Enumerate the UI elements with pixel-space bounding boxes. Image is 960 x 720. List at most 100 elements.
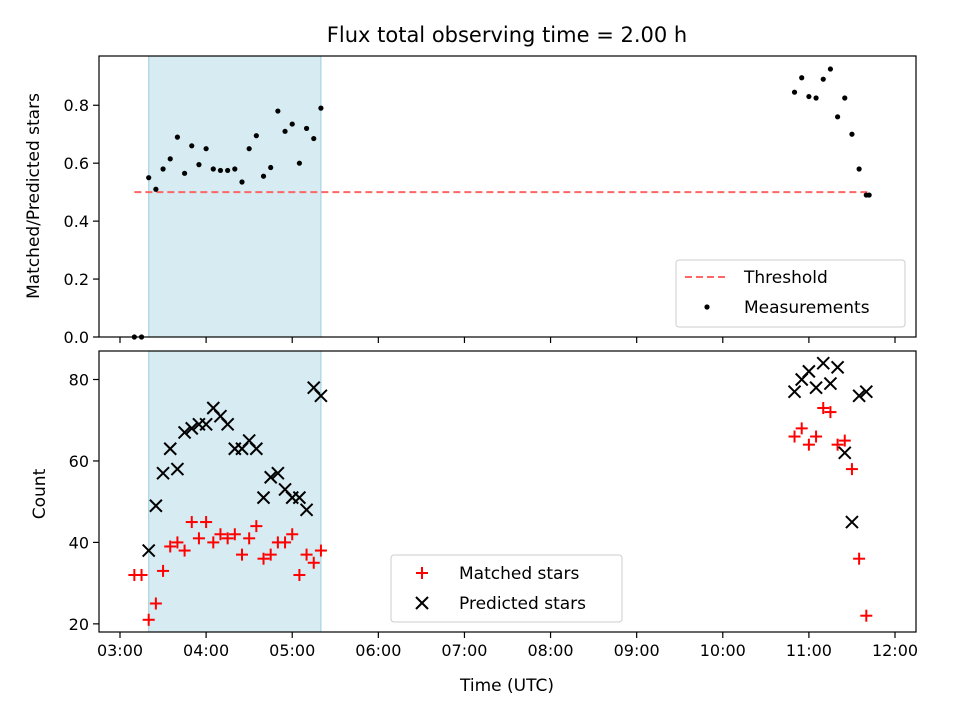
matched-star-point xyxy=(200,516,213,529)
measurement-point xyxy=(246,146,252,152)
predicted-star-point xyxy=(249,442,264,456)
measurement-point xyxy=(820,76,826,82)
y-tick-label: 0.6 xyxy=(64,154,89,173)
measurement-point xyxy=(160,166,166,172)
bottom-ylabel: Count xyxy=(30,468,50,519)
matched-star-point xyxy=(221,532,234,545)
predicted-star-point xyxy=(292,490,307,505)
matched-star-point xyxy=(214,528,227,541)
predicted-star-point xyxy=(141,543,156,558)
bottom-panel: 20 40 60 80 03:00 04:00 05:00 06:00 07:00 08:00 0… xyxy=(30,350,918,696)
predicted-star-point xyxy=(838,446,852,460)
measurement-point xyxy=(253,133,259,139)
measurement-point xyxy=(146,175,152,181)
predicted-star-point xyxy=(823,376,838,391)
matched-star-point xyxy=(164,540,177,553)
legend-measurements-label: Measurements xyxy=(744,298,870,318)
measurement-point xyxy=(296,160,302,166)
matched-star-point xyxy=(795,422,808,435)
measurement-point xyxy=(181,170,188,176)
matched-star-point xyxy=(142,613,155,626)
x-tick-label: 03:00 xyxy=(97,641,143,660)
x-tick-label: 10:00 xyxy=(700,641,746,660)
matched-star-point xyxy=(810,430,823,443)
matched-star-point xyxy=(157,564,170,577)
matched-star-point xyxy=(300,548,313,561)
predicted-star-point xyxy=(170,462,185,476)
measurement-point xyxy=(282,128,288,134)
y-tick-label: 0.2 xyxy=(64,270,89,289)
predicted-star-point xyxy=(859,385,874,399)
top-ylabel: Matched/Predicted stars xyxy=(24,93,44,299)
legend-predicted-label: Predicted stars xyxy=(459,594,586,614)
legend-measurements-swatch xyxy=(704,304,710,310)
predicted-star-point xyxy=(256,490,271,505)
matched-star-point xyxy=(788,430,801,443)
measurement-point xyxy=(834,114,841,120)
matched-star-point xyxy=(845,463,858,476)
matched-star-point xyxy=(250,520,263,533)
legend-predicted-swatch xyxy=(415,596,429,610)
measurement-point xyxy=(189,143,195,149)
matched-star-point xyxy=(314,544,327,557)
measurement-point xyxy=(260,173,267,179)
measurement-point xyxy=(827,66,834,72)
matched-star-point xyxy=(257,552,270,565)
y-tick-label: 80 xyxy=(69,371,89,390)
y-tick-label: 0.8 xyxy=(64,96,89,115)
predicted-star-point xyxy=(852,389,866,403)
matched-star-point xyxy=(279,536,292,549)
x-tick-label: 06:00 xyxy=(355,641,401,660)
top-axes-frame xyxy=(98,55,917,338)
predicted-star-point xyxy=(816,356,830,370)
top-legend-box xyxy=(675,259,906,328)
x-tick-label: 07:00 xyxy=(441,641,487,660)
predicted-star-point xyxy=(177,425,192,440)
matched-star-point xyxy=(307,556,320,569)
y-tick-label: 0.4 xyxy=(64,212,89,231)
y-tick-label: 20 xyxy=(69,615,89,634)
bottom-xlabel: Time (UTC) xyxy=(459,676,554,696)
measurement-point xyxy=(813,95,819,101)
measurement-point xyxy=(196,162,202,168)
matched-star-point xyxy=(171,536,184,549)
chart-title: Flux total observing time = 2.00 h xyxy=(327,23,687,47)
measurement-point xyxy=(217,167,224,174)
predicted-star-point xyxy=(263,470,278,484)
top-legend: Threshold Measurements xyxy=(675,259,906,328)
measurement-point xyxy=(799,75,805,81)
measurement-point xyxy=(289,121,295,127)
matched-star-point xyxy=(178,544,191,557)
predicted-star-point xyxy=(163,442,177,456)
predicted-star-point xyxy=(271,466,285,480)
x-tick-label: 05:00 xyxy=(269,641,315,660)
legend-matched-label: Matched stars xyxy=(459,564,579,584)
matched-star-point xyxy=(235,548,248,561)
measurement-point xyxy=(806,93,812,100)
x-tick-label: 12:00 xyxy=(872,641,918,660)
matched-star-point xyxy=(185,516,198,529)
predicted-star-point xyxy=(787,385,802,399)
matched-star-point xyxy=(860,609,873,622)
predicted-star-point xyxy=(830,360,845,374)
measurement-point xyxy=(203,146,209,152)
measurement-point xyxy=(225,167,231,174)
matched-star-point xyxy=(243,532,256,545)
matched-star-point xyxy=(286,528,299,541)
y-tick-label: 60 xyxy=(69,452,89,471)
measurement-point xyxy=(318,105,324,111)
matched-star-point xyxy=(135,568,148,581)
measurement-point xyxy=(239,179,245,185)
bottom-axes-frame xyxy=(98,350,917,633)
matched-star-point xyxy=(192,532,205,545)
bottom-legend: Matched stars Predicted stars xyxy=(390,554,623,623)
bottom-legend-box xyxy=(390,554,623,623)
matched-star-point xyxy=(207,536,220,549)
matched-star-point xyxy=(831,438,844,451)
predicted-star-point xyxy=(156,466,170,480)
x-tick-label: 11:00 xyxy=(786,641,832,660)
measurement-point xyxy=(856,166,862,172)
measurement-point xyxy=(303,125,310,132)
measurement-point xyxy=(153,186,159,192)
